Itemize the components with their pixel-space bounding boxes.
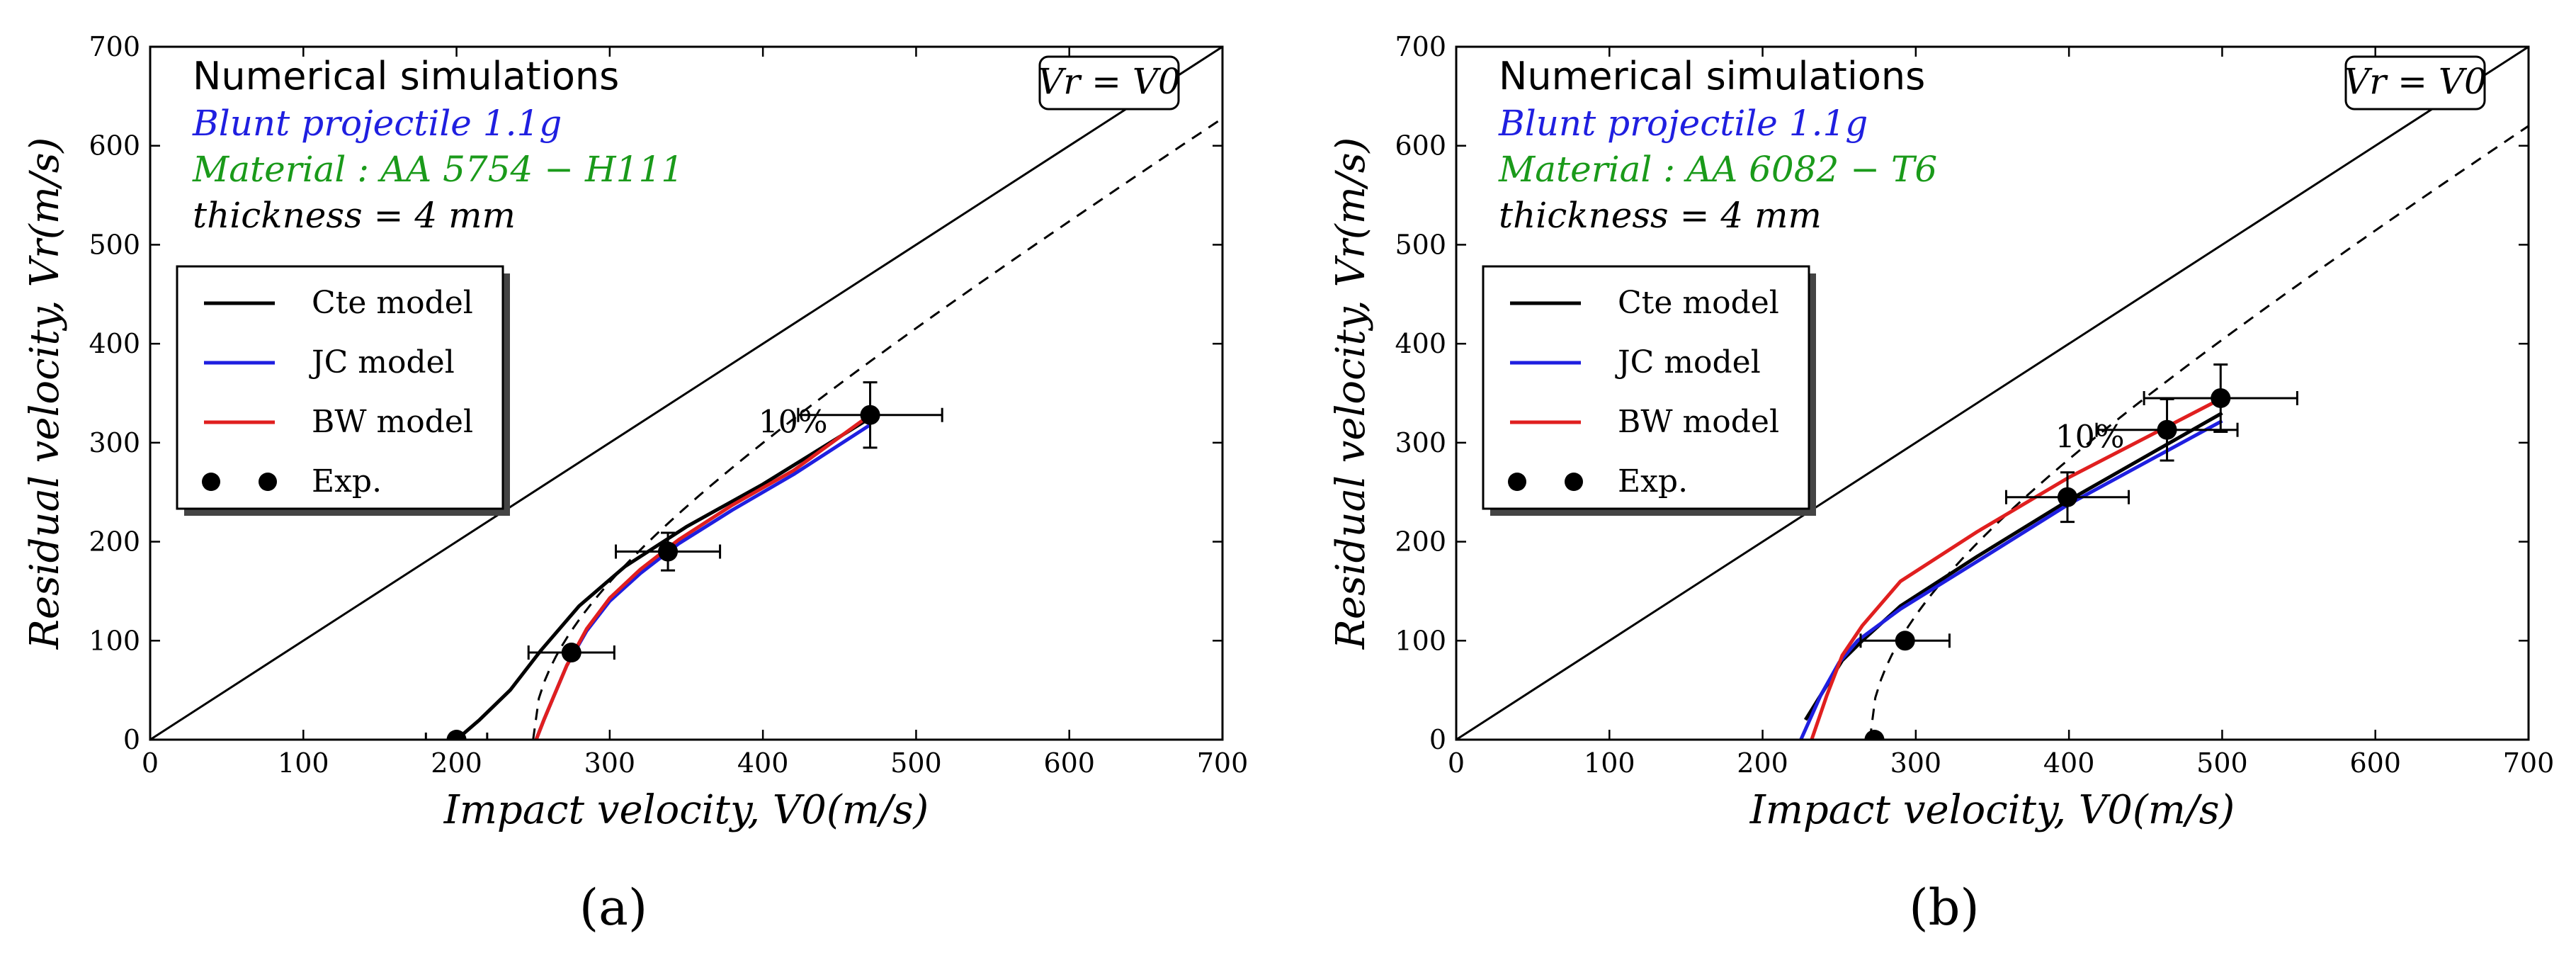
exp-point <box>658 541 679 562</box>
y-tick-label: 100 <box>1395 625 1446 656</box>
x-axis-label: Impact velocity, V0(m/s) <box>1749 787 2235 833</box>
exp-point <box>1895 631 1915 651</box>
y-axis-label: Residual velocity, Vr(m/s) <box>22 137 68 650</box>
fit-dashed-line <box>532 117 1222 740</box>
legend-box <box>1482 265 1810 510</box>
y-tick-label: 200 <box>89 526 140 558</box>
legend-swatch-point <box>202 473 220 491</box>
annot-projectile: Blunt projectile 1.1g <box>1498 103 1868 144</box>
series-line-bw-model <box>534 413 871 740</box>
series-line-jc-model <box>1799 419 2223 740</box>
annot-thickness: thickness = 4 mm <box>1499 195 1822 236</box>
x-tick-label: 500 <box>890 747 942 779</box>
panel-label: (a) <box>579 879 647 937</box>
exp-point <box>2157 419 2177 440</box>
x-tick-label: 200 <box>431 747 482 779</box>
x-tick-label: 400 <box>2043 747 2095 779</box>
legend-swatch-point <box>259 473 277 491</box>
y-tick-label: 500 <box>1395 229 1446 260</box>
annot-material: Material : AA 5754 − H111 <box>192 149 683 190</box>
legend-swatch-point <box>1565 473 1583 491</box>
panel-label: (b) <box>1909 879 1979 937</box>
y-tick-label: 600 <box>1395 130 1446 162</box>
x-tick-label: 0 <box>1448 747 1465 779</box>
y-tick-label: 0 <box>1429 724 1446 755</box>
x-tick-label: 0 <box>142 747 159 779</box>
error-label: 10% <box>759 405 828 441</box>
error-label: 10% <box>2055 419 2125 456</box>
series-line-cte-model <box>1803 411 2223 721</box>
y-tick-label: 500 <box>89 229 140 260</box>
y-tick-label: 300 <box>89 427 140 458</box>
x-tick-label: 700 <box>2503 747 2555 779</box>
legend-entry: Exp. <box>312 463 382 499</box>
annot-title: Numerical simulations <box>1499 54 1925 98</box>
x-tick-label: 100 <box>1584 747 1635 779</box>
identity-label: Vr = V0 <box>2344 61 2487 102</box>
fit-dashed-line <box>1868 125 2529 740</box>
x-tick-label: 400 <box>737 747 789 779</box>
y-tick-label: 0 <box>123 724 140 755</box>
identity-label-box <box>2344 55 2486 111</box>
legend-box <box>176 265 504 510</box>
annot-projectile: Blunt projectile 1.1g <box>192 103 562 144</box>
plot-area <box>1456 47 2529 740</box>
series-line-cte-model <box>455 416 871 740</box>
legend-entry: BW model <box>312 404 473 440</box>
exp-point <box>1864 730 1885 740</box>
series-line-bw-model <box>1810 396 2223 740</box>
plot-area <box>150 47 1222 740</box>
exp-point <box>2211 388 2231 408</box>
x-tick-label: 100 <box>278 747 329 779</box>
x-tick-label: 300 <box>1890 747 1942 779</box>
series-line-jc-model <box>534 423 871 740</box>
x-tick-label: 500 <box>2196 747 2248 779</box>
legend-entry: Cte model <box>312 285 473 321</box>
x-tick-label: 700 <box>1197 747 1249 779</box>
axes-frame <box>1455 45 2530 741</box>
x-tick-label: 600 <box>2349 747 2401 779</box>
legend-entry: JC model <box>1615 344 1761 380</box>
annot-title: Numerical simulations <box>193 54 619 98</box>
legend-entry: Exp. <box>1618 463 1688 499</box>
y-tick-label: 300 <box>1395 427 1446 458</box>
x-tick-label: 300 <box>584 747 636 779</box>
legend-swatch-point <box>1508 473 1526 491</box>
legend-entry: BW model <box>1618 404 1779 440</box>
y-tick-label: 200 <box>1395 526 1446 558</box>
axes-frame <box>149 45 1224 741</box>
y-tick-label: 700 <box>1395 31 1446 62</box>
annot-material: Material : AA 6082 − T6 <box>1498 149 1937 190</box>
legend-entry: JC model <box>309 344 455 380</box>
identity-line <box>150 47 1222 740</box>
y-axis-label: Residual velocity, Vr(m/s) <box>1328 137 1374 650</box>
x-axis-label: Impact velocity, V0(m/s) <box>443 787 929 833</box>
annot-thickness: thickness = 4 mm <box>193 195 516 236</box>
y-tick-label: 400 <box>1395 328 1446 359</box>
y-tick-label: 400 <box>89 328 140 359</box>
exp-point <box>860 405 880 425</box>
identity-line <box>1456 47 2529 740</box>
y-tick-label: 600 <box>89 130 140 162</box>
identity-label-box <box>1038 55 1180 111</box>
chart-panel-b: 0 100 200 300 400 500 600 700 0 100 200 300 400 500 60… <box>1328 31 2554 937</box>
chart-panel-a: 0 100 200 300 400 500 600 700 0 100 200 300 400 500 60… <box>22 31 1248 937</box>
y-tick-label: 700 <box>89 31 140 62</box>
y-tick-label: 100 <box>89 625 140 656</box>
x-tick-label: 600 <box>1043 747 1095 779</box>
exp-point <box>561 643 581 663</box>
identity-label: Vr = V0 <box>1038 61 1181 102</box>
legend-entry: Cte model <box>1618 285 1779 321</box>
exp-point <box>2057 487 2077 507</box>
x-tick-label: 200 <box>1737 747 1788 779</box>
